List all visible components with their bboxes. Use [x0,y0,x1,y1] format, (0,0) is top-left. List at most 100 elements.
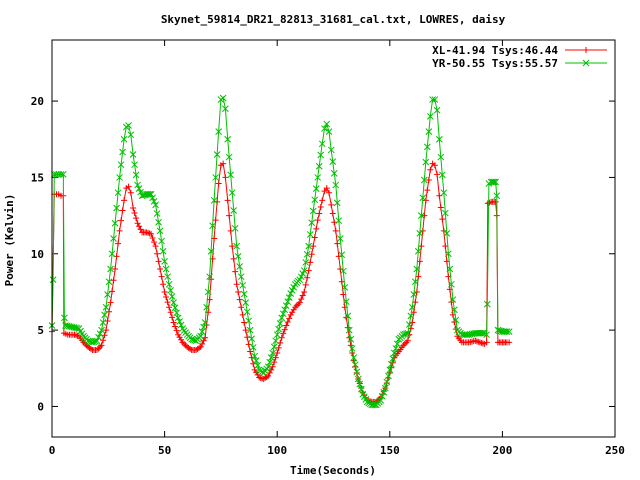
data-point [224,197,231,204]
data-point [427,166,434,173]
data-point [492,178,499,186]
data-point [275,325,283,333]
data-point [101,311,108,319]
data-point [383,378,391,386]
data-point [411,278,419,286]
data-point [103,327,110,334]
data-point [315,162,323,170]
data-point [347,335,355,343]
data-point [163,294,170,301]
data-point [438,171,446,179]
x-axis-label: Time(Seconds) [290,464,376,477]
data-point [314,174,322,181]
legend-label: YR-50.55 Tsys:55.57 [432,57,558,70]
data-point [135,185,143,192]
data-point [339,267,347,275]
data-point [119,148,126,156]
data-point [114,189,122,197]
data-point [116,174,123,181]
data-point [356,380,364,388]
data-point [153,210,161,217]
data-point [278,314,286,322]
data-point [500,328,508,335]
data-point [102,303,110,311]
data-point [160,281,167,288]
data-point [310,243,317,250]
data-point [130,204,137,211]
data-point [431,162,438,169]
data-point [490,178,498,186]
data-point [351,361,359,369]
data-point [452,316,460,324]
data-point [338,278,345,285]
data-point [240,290,248,298]
data-point [249,344,257,351]
data-point [283,322,290,329]
data-point [308,219,316,227]
data-point [279,310,287,318]
data-point [235,288,242,295]
data-point [119,207,126,214]
data-point [113,204,120,212]
data-point [117,161,125,169]
data-point [155,258,162,265]
data-point [197,343,204,350]
data-point [313,225,320,232]
data-point [172,323,179,330]
data-point [61,314,68,322]
data-point [251,352,259,360]
data-point [165,280,173,288]
data-point [478,329,485,337]
data-point [144,190,152,198]
data-point [101,332,108,339]
data-point [296,299,303,306]
data-point [319,197,326,204]
data-point [483,331,490,339]
data-point [353,368,361,376]
data-point [392,345,400,352]
data-point [425,128,433,135]
data-point [281,306,289,314]
data-point [166,304,173,311]
data-point [98,326,105,334]
data-point [280,330,287,337]
data-point [197,332,204,340]
data-point [212,174,219,181]
data-point [233,281,240,288]
data-point [173,327,180,334]
data-point [136,223,143,230]
data-point [270,343,278,351]
data-point [230,207,238,214]
data-point [479,329,487,337]
data-point [318,140,326,148]
data-point [329,158,337,165]
data-point [269,349,277,357]
data-point [302,281,309,288]
data-point [389,355,397,362]
data-point [354,375,362,383]
data-point [414,247,422,255]
data-point [331,219,338,226]
data-point [344,312,352,320]
data-point [369,401,377,409]
x-tick-label: 50 [158,444,171,457]
data-point [285,294,293,301]
data-point [239,281,247,289]
data-point [446,265,454,273]
data-point [404,329,412,337]
data-point [301,288,308,295]
data-point [110,277,117,284]
data-point [151,239,158,246]
data-point [449,296,457,303]
data-point [152,201,159,209]
data-point [330,169,338,177]
data-point [416,230,424,237]
x-tick-label: 250 [605,444,625,457]
data-point [231,224,239,232]
data-point [57,171,65,178]
data-point [248,335,256,343]
data-point [272,337,280,345]
data-point [440,189,448,197]
data-point [493,192,501,200]
data-point [583,47,589,53]
